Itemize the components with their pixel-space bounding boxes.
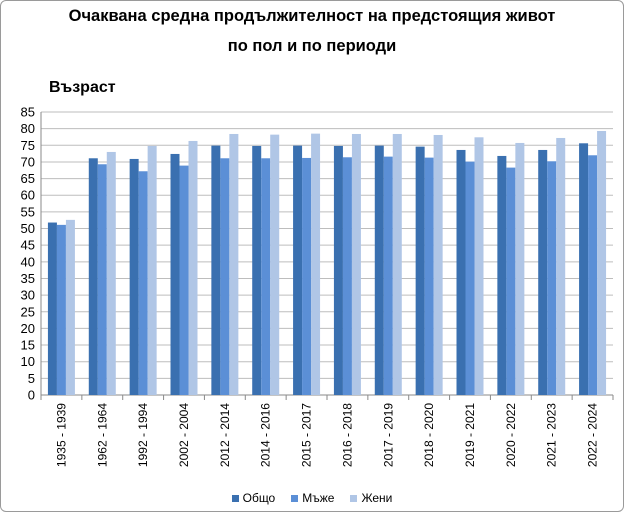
bar: [333, 145, 343, 395]
x-tick-label: 2019 - 2021: [463, 403, 477, 467]
x-tick-label: 1962 - 1964: [95, 403, 109, 467]
legend-swatch: [291, 494, 299, 502]
bar: [97, 164, 107, 395]
bar: [270, 134, 280, 395]
bar: [383, 156, 393, 395]
y-tick-label: 65: [21, 171, 35, 186]
bar: [515, 142, 525, 395]
bar: [293, 145, 303, 395]
bar: [547, 161, 557, 395]
x-tick-label: 1992 - 1994: [136, 403, 150, 467]
bar: [229, 133, 239, 395]
bar: [588, 155, 598, 395]
x-tick-label: 2021 - 2023: [545, 403, 559, 467]
bar: [424, 157, 434, 395]
bar: [538, 149, 548, 395]
x-tick-label: 2022 - 2024: [586, 403, 600, 467]
y-tick-label: 25: [21, 304, 35, 319]
bar: [106, 151, 116, 395]
legend-item: Жени: [350, 491, 392, 505]
bar: [415, 146, 425, 395]
x-tick-label: 2015 - 2017: [300, 403, 314, 467]
legend-item: Мъже: [291, 491, 334, 505]
x-tick-label: 1935 - 1939: [54, 403, 68, 467]
chart-legend: Общо Мъже Жени: [0, 491, 624, 505]
x-tick-label: 2014 - 2016: [259, 403, 273, 467]
y-tick-label: 15: [21, 338, 35, 353]
bar: [579, 143, 589, 395]
x-tick-label: 2017 - 2019: [381, 403, 395, 467]
bar: [88, 158, 98, 395]
bar: [374, 145, 384, 395]
bar: [456, 149, 466, 395]
bar: [433, 134, 443, 395]
legend-label: Мъже: [302, 491, 335, 505]
legend-label: Общо: [242, 491, 276, 505]
y-tick-label: 0: [28, 388, 35, 403]
y-tick-label: 75: [21, 138, 35, 153]
bar: [474, 137, 484, 395]
legend-swatch: [231, 494, 239, 502]
y-tick-label: 45: [21, 238, 35, 253]
x-tick-label: 2020 - 2022: [504, 403, 518, 467]
y-tick-label: 20: [21, 321, 35, 336]
bar: [252, 145, 262, 395]
bar: [188, 140, 198, 395]
bar: [351, 133, 361, 395]
chart-title: Очаквана средна продължителност на предс…: [68, 7, 556, 25]
y-tick-label: 35: [21, 271, 35, 286]
bar: [179, 165, 189, 395]
bar: [129, 158, 139, 395]
y-axis-label: Възраст: [49, 79, 116, 96]
bar: [311, 133, 321, 395]
bar: [302, 157, 312, 395]
bar: [261, 158, 271, 395]
y-tick-label: 50: [21, 221, 35, 236]
y-tick-label: 85: [21, 105, 35, 120]
bar: [211, 145, 221, 395]
x-tick-label: 2012 - 2014: [218, 403, 232, 467]
bar: [506, 167, 516, 395]
bar: [147, 145, 157, 395]
bar: [170, 153, 180, 395]
bar: [392, 133, 402, 395]
y-tick-label: 80: [21, 121, 35, 136]
bar: [497, 155, 507, 395]
legend-swatch: [350, 494, 358, 502]
bar: [56, 224, 66, 395]
legend-item: Общо: [231, 491, 276, 505]
x-tick-label: 2018 - 2020: [422, 403, 436, 467]
bar: [47, 222, 57, 395]
y-tick-label: 70: [21, 154, 35, 169]
x-tick-label: 2016 - 2018: [340, 403, 354, 467]
y-tick-label: 10: [21, 354, 35, 369]
bar: [65, 219, 75, 395]
y-tick-label: 60: [21, 188, 35, 203]
bar: [138, 171, 148, 395]
legend-label: Жени: [361, 491, 393, 505]
y-tick-label: 55: [21, 204, 35, 219]
bar: [342, 157, 352, 395]
y-tick-label: 5: [28, 371, 35, 386]
x-tick-label: 2002 - 2004: [177, 403, 191, 467]
chart-subtitle: по пол и по периоди: [227, 37, 397, 55]
bar: [556, 137, 566, 395]
bar: [597, 130, 607, 395]
bar: [465, 161, 475, 395]
y-tick-label: 40: [21, 254, 35, 269]
bar: [220, 158, 230, 395]
y-tick-label: 30: [21, 288, 35, 303]
